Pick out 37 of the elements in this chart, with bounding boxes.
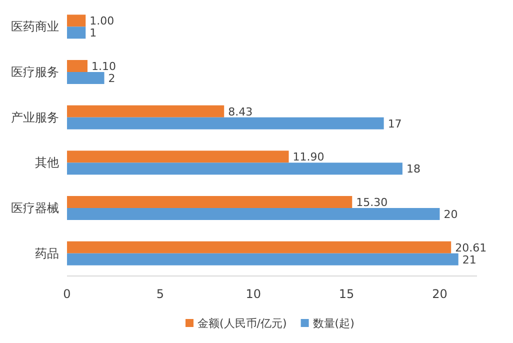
x-tick-label: 20 (432, 287, 448, 301)
data-label: 1.10 (92, 60, 116, 73)
legend-label: 金额(人民币/亿元) (198, 317, 287, 330)
bar (67, 196, 352, 208)
bar (67, 241, 452, 254)
data-label: 2 (108, 72, 116, 85)
y-tick-label: 医疗器械 (11, 201, 59, 215)
bar (67, 105, 224, 118)
bar (67, 60, 88, 72)
x-tick-label: 0 (63, 287, 71, 301)
bar (67, 14, 86, 27)
bar (67, 253, 458, 266)
data-label: 1.00 (90, 14, 114, 28)
data-label: 18 (406, 162, 420, 176)
data-label: 11.90 (292, 150, 324, 164)
y-tick-label: 医疗服务 (11, 65, 59, 79)
data-label: 1 (90, 26, 97, 40)
data-label: 8.43 (228, 105, 253, 118)
data-label: 15.30 (356, 196, 388, 209)
data-label: 20 (444, 208, 458, 221)
bar (67, 150, 289, 163)
bar (67, 26, 86, 39)
y-tick-label: 医药商业 (11, 20, 59, 34)
y-tick-label: 药品 (35, 246, 59, 260)
legend-label: 数量(起) (312, 317, 354, 330)
x-tick-label: 10 (246, 287, 262, 301)
y-tick-label: 产业服务 (11, 110, 59, 124)
data-label: 21 (462, 253, 476, 266)
bar (67, 208, 440, 220)
y-tick-label: 其他 (35, 156, 59, 170)
data-label: 17 (388, 117, 402, 130)
bar (67, 72, 104, 84)
bar (67, 162, 402, 175)
data-label: 20.61 (455, 241, 487, 254)
x-tick-label: 15 (338, 287, 354, 301)
bar (67, 117, 384, 130)
x-tick-label: 5 (156, 287, 164, 301)
